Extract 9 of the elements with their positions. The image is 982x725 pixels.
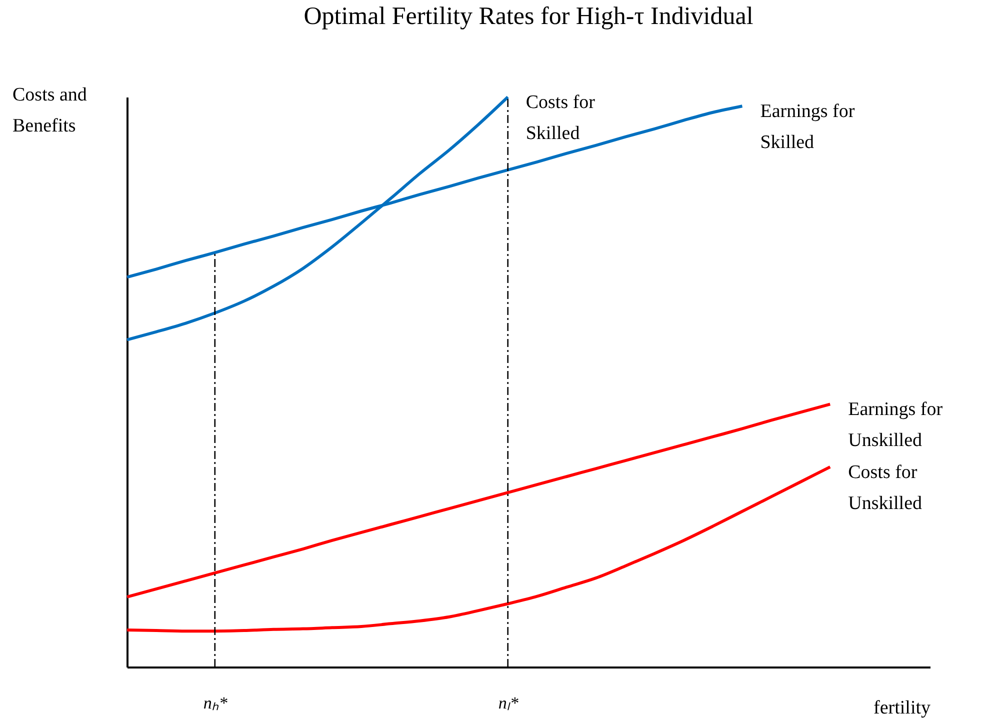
series-label: Costs for Skilled bbox=[526, 92, 596, 144]
series-label: Earnings for Skilled bbox=[760, 101, 856, 154]
series-label: Costs for Unskilled bbox=[848, 462, 922, 514]
y-axis-title: Costs and Benefits bbox=[12, 84, 88, 136]
x-tick-label: nₕ* bbox=[203, 694, 228, 712]
x-tick-label: nₗ* bbox=[498, 694, 519, 712]
chart-title: Optimal Fertility Rates for High-τ Individual bbox=[304, 3, 754, 30]
series-label: Earnings for Unskilled bbox=[848, 399, 944, 452]
x-axis-title: fertility bbox=[874, 698, 931, 718]
